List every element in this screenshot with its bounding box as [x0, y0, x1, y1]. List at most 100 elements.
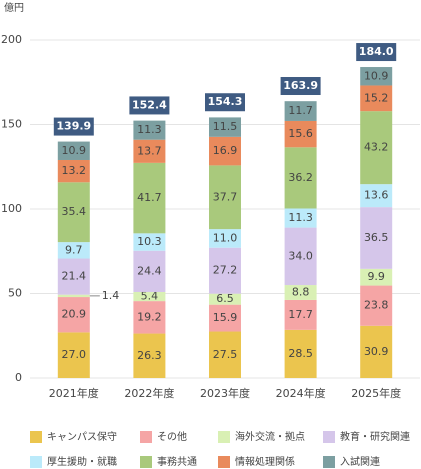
bar-segment: [209, 293, 241, 305]
value-label: 27.2: [213, 264, 238, 277]
bar-segment: [284, 329, 317, 378]
legend-swatch: [140, 431, 152, 443]
y-tick-label: 0: [15, 371, 22, 384]
value-label: 30.9: [364, 345, 389, 358]
value-label: 27.0: [62, 348, 87, 361]
bar-segment: [57, 182, 90, 243]
y-tick-label: 100: [1, 202, 22, 215]
value-label: 6.5: [216, 292, 234, 305]
bar-segment: [209, 229, 241, 248]
legend-label: 厚生援助・就職: [47, 455, 117, 468]
bar-segment: [133, 301, 166, 334]
value-label: 15.9: [213, 311, 238, 324]
value-label: 10.9: [62, 144, 87, 157]
value-label: 13.2: [62, 164, 87, 177]
bar-segment: [284, 120, 317, 148]
bar-segment: [284, 227, 317, 286]
value-label: 10.9: [364, 69, 389, 82]
bar-segment: [57, 159, 90, 183]
bar-segment: [133, 291, 166, 302]
bar-segment: [360, 325, 393, 378]
bar-segment: [133, 162, 166, 234]
y-tick-label: 150: [1, 118, 22, 131]
total-box: [129, 96, 170, 115]
bar-segment: [57, 297, 90, 333]
legend-label: 事務共通: [157, 455, 197, 468]
bar-segment: [133, 139, 166, 163]
bar-segment: [284, 101, 317, 121]
legend-swatch: [323, 456, 335, 468]
value-label: 9.9: [367, 270, 385, 283]
bar-segment: [284, 147, 317, 209]
value-label: 24.4: [137, 264, 162, 277]
x-tick-label: 2024年度: [276, 386, 326, 400]
bar-segment: [57, 332, 90, 378]
legend-label: その他: [157, 430, 187, 443]
value-label: 13.6: [364, 189, 389, 202]
bar-segment: [360, 207, 393, 269]
value-label: 35.4: [62, 205, 87, 218]
total-box: [280, 77, 321, 96]
value-label: 11.3: [137, 123, 162, 136]
value-label: 19.2: [137, 310, 162, 323]
legend-swatch: [140, 456, 152, 468]
value-label: 41.7: [137, 191, 162, 204]
bar-segment: [209, 247, 241, 294]
bar-segment: [209, 117, 241, 137]
legend-swatch: [323, 431, 335, 443]
value-label: 20.9: [62, 308, 87, 321]
bar-segment: [284, 299, 317, 330]
bar-segment: [133, 250, 166, 292]
total-box: [356, 43, 397, 62]
value-label: 43.2: [364, 141, 389, 154]
bar-segment: [360, 85, 393, 112]
value-label: 16.9: [213, 144, 238, 157]
value-label: 11.7: [288, 104, 313, 117]
total-label: 139.9: [56, 120, 91, 133]
legend-label: キャンパス保守: [47, 430, 117, 443]
bar-segment: [133, 333, 166, 378]
bar-segment: [360, 285, 393, 326]
y-tick-label: 200: [1, 33, 22, 46]
total-label: 163.9: [283, 79, 318, 92]
bar-segment: [209, 331, 241, 378]
x-tick-label: 2022年度: [124, 386, 174, 400]
legend-swatch: [30, 456, 42, 468]
legend-swatch: [218, 431, 230, 443]
legend-label: 入試関連: [340, 455, 380, 468]
bar-segment: [57, 294, 90, 298]
legend-label: 情報処理関係: [235, 455, 295, 468]
y-tick-label: 50: [8, 287, 22, 300]
value-label: 17.7: [288, 308, 313, 321]
total-label: 152.4: [132, 98, 167, 111]
bar-segment: [360, 111, 393, 185]
value-label: 11.5: [213, 120, 238, 133]
x-tick-label: 2025年度: [351, 386, 401, 400]
bar-segment: [209, 136, 241, 166]
value-label: 11.0: [213, 231, 238, 244]
total-label: 154.3: [208, 95, 243, 108]
bar-segment: [284, 208, 317, 228]
legend-label: 海外交流・拠点: [235, 430, 305, 443]
value-label: 10.3: [137, 235, 162, 248]
value-label: 23.8: [364, 299, 389, 312]
value-label: 21.4: [62, 270, 87, 283]
value-label: 15.2: [364, 91, 389, 104]
value-label: 15.6: [288, 127, 313, 140]
bar-segment: [133, 233, 166, 251]
value-label: 26.3: [137, 349, 162, 362]
x-tick-label: 2023年度: [200, 386, 250, 400]
x-tick-label: 2021年度: [49, 386, 99, 400]
legend-label: 教育・研究関連: [340, 430, 410, 443]
value-label: 34.0: [288, 249, 313, 262]
total-label: 184.0: [359, 45, 394, 58]
bar-segment: [57, 242, 90, 259]
value-label: 8.8: [292, 285, 310, 298]
bar-segment: [133, 120, 166, 140]
value-label: 36.2: [288, 171, 313, 184]
bar-segment: [360, 67, 393, 86]
y-axis-label: 億円: [4, 1, 24, 14]
value-label: 9.7: [65, 243, 83, 256]
total-box: [53, 117, 94, 136]
